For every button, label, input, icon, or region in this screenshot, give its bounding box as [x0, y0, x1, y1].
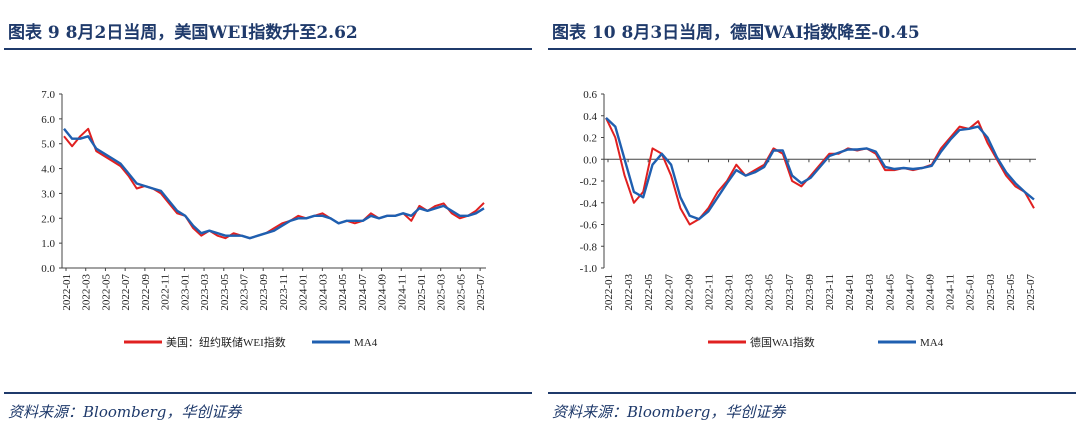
y-tick-label: 6.0: [41, 114, 55, 126]
legend-label: MA4: [920, 337, 944, 349]
x-tick-label: 2025-03: [436, 274, 448, 311]
chart-title: 图表 9 8月2日当周，美国WEI指数升至2.62: [8, 23, 358, 43]
x-tick-label: 2023-07: [238, 274, 250, 311]
us-wei-line-chart: 7.0 6.0 5.0 4.0 3.0 2.0 1.0 0.0 2022-01 2022-03 20…: [41, 89, 487, 349]
x-tick-label: 2022-07: [663, 274, 675, 311]
x-tick-label: 2022-09: [140, 274, 152, 311]
y-tick-label: -1.0: [580, 263, 598, 275]
y-tick-label: -0.4: [580, 198, 598, 210]
y-tick-label: 5.0: [41, 139, 55, 151]
y-tick-label: 4.0: [41, 164, 55, 176]
x-tick-label: 2022-05: [100, 274, 112, 311]
title-rule: [548, 48, 1076, 50]
panel-de-wai: 图表 10 8月3日当周，德国WAI指数降至-0.45 0.6 0.4 0.2 0.0…: [548, 0, 1076, 432]
y-tick-label: 2.0: [41, 213, 55, 225]
x-tick-label: 2024-11: [945, 274, 957, 310]
y-tick-label: 7.0: [41, 89, 55, 101]
x-tick-label: 2024-05: [884, 274, 896, 311]
legend-label: MA4: [354, 337, 378, 349]
x-tick-label: 2022-03: [623, 274, 635, 311]
y-tick-label: -0.2: [580, 176, 597, 188]
series-line-1: [605, 117, 1035, 226]
x-tick-label: 2025-07: [1025, 274, 1037, 311]
x-tick-label: 2023-05: [219, 274, 231, 311]
panel-us-wei: 图表 9 8月2日当周，美国WEI指数升至2.62 7.0 6.0 5.0 4.0 3.…: [4, 0, 532, 432]
y-tick-label: -0.6: [580, 220, 598, 232]
x-tick-label: 2023-05: [764, 274, 776, 311]
y-tick-label: 1.0: [41, 238, 55, 250]
x-tick-label: 2023-01: [179, 274, 191, 311]
x-tick-label: 2022-07: [120, 274, 132, 311]
x-tick-label: 2024-11: [396, 274, 408, 310]
x-tick-label: 2024-09: [377, 274, 389, 311]
x-tick-label: 2023-09: [804, 274, 816, 311]
x-tick-label: 2023-11: [824, 274, 836, 310]
x-tick-label: 2025-05: [1005, 274, 1017, 311]
x-tick-label: 2024-05: [337, 274, 349, 311]
y-tick-label: 0.4: [583, 111, 597, 123]
x-tick-label: 2022-01: [603, 274, 615, 311]
x-tick-label: 2024-03: [864, 274, 876, 311]
x-tick-label: 2024-01: [844, 274, 856, 311]
source-rule: [4, 392, 532, 394]
x-tick-label: 2023-07: [784, 274, 796, 311]
x-tick-label: 2022-11: [160, 274, 172, 310]
x-tick-label: 2025-05: [455, 274, 467, 311]
x-tick-label: 2022-11: [703, 274, 715, 310]
x-tick-label: 2023-03: [744, 274, 756, 311]
de-wai-line-chart: 0.6 0.4 0.2 0.0 -0.2 -0.4 -0.6 -0.8 -1.0 2022-01 2…: [580, 89, 1037, 349]
y-tick-label: 0.0: [41, 263, 55, 275]
x-tick-label: 2022-09: [683, 274, 695, 311]
x-tick-label: 2023-11: [278, 274, 290, 310]
series-line-1: [63, 127, 485, 240]
legend-label: 美国：纽约联储WEI指数: [166, 335, 286, 349]
x-tick-label: 2025-01: [965, 274, 977, 311]
x-tick-label: 2023-01: [724, 274, 736, 311]
x-tick-label: 2025-01: [416, 274, 428, 311]
x-tick-label: 2022-03: [81, 274, 93, 311]
legend-label: 德国WAI指数: [750, 335, 815, 349]
x-tick-label: 2025-03: [985, 274, 997, 311]
x-tick-label: 2022-01: [61, 274, 73, 311]
source-rule: [548, 392, 1076, 394]
source-note: 资料来源：Bloomberg，华创证券: [552, 403, 786, 421]
x-tick-label: 2025-07: [475, 274, 487, 311]
y-tick-label: -0.8: [580, 241, 598, 253]
title-rule: [4, 48, 532, 50]
y-tick-label: 0.6: [583, 89, 597, 101]
x-tick-label: 2023-03: [199, 274, 211, 311]
series-line-2: [63, 128, 485, 240]
x-tick-label: 2022-05: [643, 274, 655, 311]
series-line-2: [605, 117, 1035, 221]
x-tick-label: 2024-01: [298, 274, 310, 311]
y-tick-label: 0.0: [583, 154, 597, 166]
x-tick-label: 2024-07: [357, 274, 369, 311]
x-tick-label: 2023-09: [258, 274, 270, 311]
x-tick-label: 2024-03: [317, 274, 329, 311]
y-tick-label: 3.0: [41, 188, 55, 200]
x-tick-label: 2024-09: [924, 274, 936, 311]
y-tick-label: 0.2: [583, 133, 597, 145]
source-note: 资料来源：Bloomberg，华创证券: [8, 403, 242, 421]
x-tick-label: 2024-07: [904, 274, 916, 311]
chart-title: 图表 10 8月3日当周，德国WAI指数降至-0.45: [552, 23, 920, 43]
